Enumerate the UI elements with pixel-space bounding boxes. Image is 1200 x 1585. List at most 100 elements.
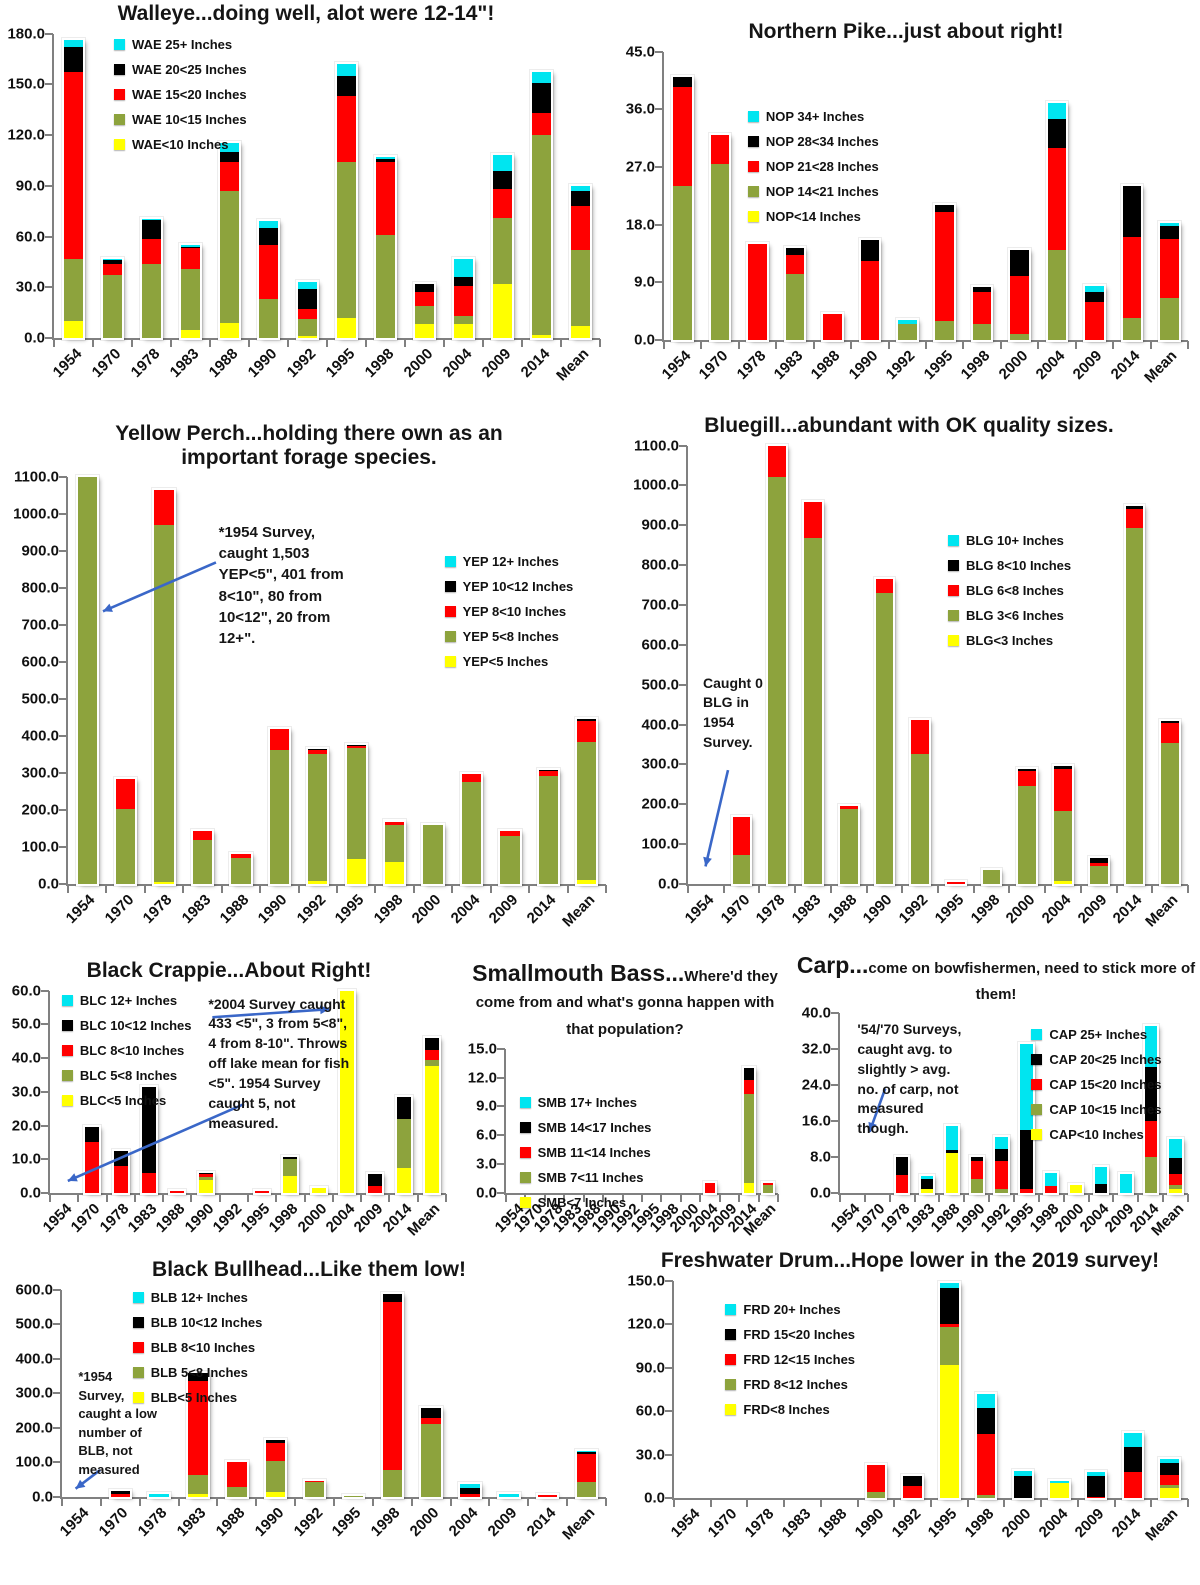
annotation-note: *1954 Survey, caught 1,503 YEP<5", 401 f… [218, 523, 344, 648]
bar-segment [283, 1159, 298, 1177]
x-axis-tick [887, 341, 890, 349]
y-axis-label: 60.0 [15, 228, 45, 246]
x-axis-tick [143, 885, 146, 893]
x-axis-tick [602, 1194, 605, 1202]
legend-item: BLC 5<8 Inches [61, 1068, 192, 1083]
bar-segment [102, 275, 123, 338]
chart-title-text: Smallmouth Bass... [472, 960, 685, 986]
freshwater-drum-chart: Freshwater Drum...Hope lower in the 2019… [620, 1247, 1200, 1558]
x-axis-tick [1079, 885, 1082, 893]
bar-segment [744, 1183, 754, 1193]
bar-segment [920, 1179, 934, 1190]
bar-mean [1160, 1458, 1179, 1498]
y-axis-tick [59, 883, 67, 885]
legend-item: YEP 8<10 Inches [444, 604, 574, 619]
bar-segment [570, 185, 591, 191]
y-axis-label: 0.0 [658, 875, 679, 893]
yellow-perch-legend: YEP 12+ Inches YEP 10<12 Inches YEP 8<10 I… [444, 554, 574, 669]
legend-item: SMB<7 Inches [519, 1195, 652, 1210]
bar-segment [297, 319, 318, 337]
legend-item: BLG 10+ Inches [948, 533, 1071, 548]
x-axis-tick [1013, 1194, 1015, 1202]
bar-1995 [940, 1283, 959, 1498]
y-axis-tick [679, 883, 687, 885]
bar-segment [1122, 317, 1142, 340]
bar-segment [860, 261, 880, 340]
northern-pike-chart-title: Northern Pike...just about right! [612, 18, 1200, 44]
x-axis-tick [963, 1194, 966, 1202]
legend-swatch [948, 560, 959, 572]
x-axis-tick [521, 339, 523, 347]
bar-1988 [227, 1462, 247, 1497]
y-axis-tick [665, 1497, 673, 1499]
bar-1998 [972, 286, 992, 340]
x-axis-tick [925, 341, 927, 349]
x-axis-tick [962, 341, 965, 349]
bar-segment [1161, 721, 1180, 724]
legend-swatch [747, 211, 759, 223]
bar-segment [705, 1183, 715, 1193]
bar-segment [763, 1185, 774, 1193]
y-axis-tick [655, 108, 663, 111]
x-axis-tick [930, 1499, 932, 1507]
x-axis-tick [679, 1194, 682, 1202]
x-axis-tick [528, 885, 531, 893]
bar-mean [1169, 1138, 1182, 1193]
bar-segment [414, 305, 435, 325]
legend-label: SMB 17+ Inches [537, 1094, 637, 1110]
bar-segment [461, 782, 482, 884]
legend-swatch [444, 556, 456, 568]
bar-segment [1161, 723, 1180, 743]
bar-segment [461, 773, 482, 783]
x-axis-tick [718, 1194, 721, 1202]
bar-segment [110, 1493, 130, 1497]
chart-title-text: Black Crappie...About Right! [86, 959, 372, 982]
bar-2014 [1125, 506, 1144, 884]
bar-segment [995, 1161, 1008, 1190]
y-axis-tick [679, 803, 687, 806]
walleye-plot: 0.0 30.0 60.0 90.0 120.0 150.0 180.0 1954 1970 19… [7, 26, 601, 384]
x-axis-tick [333, 1498, 335, 1506]
bar-segment [1160, 1474, 1179, 1485]
y-axis-label: 500.0 [641, 676, 679, 694]
legend-swatch [1031, 1104, 1043, 1116]
bar-segment [336, 75, 357, 97]
x-axis-tick [92, 339, 94, 347]
bar-segment [266, 1491, 286, 1497]
y-axis-label: 600.0 [15, 1281, 53, 1299]
bar-mean [763, 1183, 774, 1193]
y-axis-tick [59, 772, 67, 775]
bar-1992 [304, 1481, 325, 1497]
legend-label: BLC 12+ Inches [79, 992, 178, 1008]
bar-mean [1159, 223, 1179, 340]
bar-segment [424, 1049, 439, 1060]
y-axis-label: 36.0 [625, 100, 655, 118]
y-axis-label: 0.0 [32, 1488, 53, 1506]
y-axis-label: 400.0 [15, 1350, 53, 1368]
bar-segment [531, 82, 552, 114]
x-axis-tick [449, 1498, 452, 1506]
y-axis-tick [679, 643, 687, 646]
bar-segment [1047, 102, 1067, 119]
black-crappie-legend: BLC 12+ Inches BLC 10<12 Inches BLC 8<10 I… [61, 992, 192, 1108]
black-crappie-plot-area: 0.0 10.0 20.0 30.0 40.0 50.0 60.0 1954 1970 1978 1… [0, 983, 458, 1253]
bar-1970 [102, 259, 123, 338]
y-axis-label: 30.0 [635, 1446, 665, 1464]
bar-segment [895, 1156, 909, 1175]
legend-swatch [444, 606, 456, 618]
bar-segment [920, 1189, 934, 1193]
bar-segment [785, 248, 805, 255]
y-axis-label: 27.0 [625, 158, 655, 176]
bar-segment [1159, 298, 1179, 340]
bar-segment [976, 1408, 996, 1435]
y-axis-tick [665, 1366, 673, 1369]
annotation-note: '54/'70 Surveys, caught avg. to slightly… [857, 1020, 962, 1137]
legend-label: FRD 15<20 Inches [743, 1327, 856, 1343]
bar-segment [1018, 771, 1037, 787]
bar-segment [266, 1442, 286, 1462]
bluegill-plot-area: 0.0 100.0 200.0 300.0 400.0 500.0 600.0 700.0 80… [618, 438, 1200, 944]
x-axis-tick [275, 1194, 278, 1202]
bar-1970 [116, 779, 136, 884]
annotation-arrow [703, 769, 730, 867]
bar-1978 [768, 445, 787, 884]
